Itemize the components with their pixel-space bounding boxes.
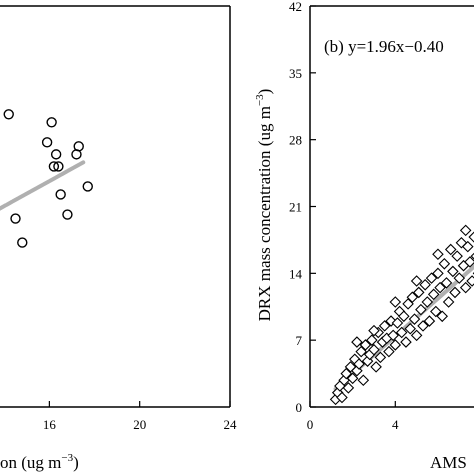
data-point: [387, 329, 399, 342]
data-point: [438, 258, 451, 270]
data-point: [368, 343, 380, 356]
data-point: [3, 109, 14, 120]
data-point: [451, 250, 463, 262]
data-point: [410, 329, 423, 342]
data-point: [357, 374, 370, 387]
data-point: [449, 286, 461, 299]
data-point: [50, 149, 62, 160]
data-point: [412, 286, 425, 299]
y-tick-label: 42: [289, 0, 302, 14]
data-point: [425, 272, 438, 284]
y-tick-label: 14: [289, 266, 303, 281]
data-point: [378, 320, 391, 332]
x-tick-label: 20: [133, 417, 146, 432]
data-point: [73, 141, 84, 152]
data-point: [453, 272, 466, 284]
data-point: [421, 296, 434, 308]
data-point: [459, 281, 472, 294]
data-point: [447, 265, 459, 278]
data-point: [62, 209, 73, 220]
y-tick-label: 28: [289, 133, 302, 148]
data-point: [48, 161, 60, 172]
data-point: [336, 391, 348, 404]
data-point: [408, 313, 421, 325]
data-point: [404, 322, 417, 335]
x-tick-label: 24: [224, 417, 238, 432]
data-point: [395, 326, 408, 339]
data-point: [370, 361, 382, 373]
data-point: [346, 372, 359, 385]
panel-b-y-axis-title: DRX mass concentration (ug m−3): [254, 89, 274, 322]
panel-a-points: [3, 109, 93, 248]
data-point: [351, 336, 363, 348]
data-point: [374, 351, 387, 364]
data-point: [434, 281, 446, 294]
panel-b-equation: (b) y=1.96x−0.40: [324, 37, 444, 56]
data-point: [353, 358, 365, 370]
data-point: [419, 279, 431, 291]
data-point: [432, 267, 444, 280]
data-point: [427, 288, 440, 301]
data-point: [359, 339, 372, 351]
panel-b-x-axis-title: AMS: [430, 453, 467, 472]
data-point: [368, 324, 380, 337]
y-tick-label: 0: [296, 400, 303, 415]
data-point: [402, 298, 414, 310]
data-point: [415, 303, 427, 316]
data-point: [46, 117, 57, 128]
data-point: [423, 315, 436, 327]
data-point: [436, 310, 448, 323]
x-tick-label: 16: [43, 417, 57, 432]
data-point: [383, 345, 395, 358]
data-point: [442, 296, 455, 308]
data-point: [406, 291, 419, 303]
data-point: [53, 161, 64, 172]
data-point: [55, 189, 66, 200]
y-tick-label: 21: [289, 200, 302, 215]
data-point: [342, 382, 355, 394]
data-point: [444, 243, 457, 256]
data-point: [468, 231, 474, 243]
data-point: [355, 345, 367, 358]
data-point: [389, 339, 402, 351]
panel-a: 16 20 24 on (ug m−3): [0, 5, 237, 472]
data-point: [17, 237, 28, 248]
data-point: [466, 275, 474, 287]
panel-b-ticks: 0 4 0 7 14 21 28 35 42: [289, 0, 399, 432]
y-tick-label: 35: [289, 66, 302, 81]
data-point: [340, 367, 353, 380]
x-tick-label: 4: [392, 417, 399, 432]
data-point: [41, 137, 53, 148]
data-point: [470, 252, 474, 260]
data-point: [389, 296, 402, 308]
data-point: [366, 334, 378, 346]
data-point: [430, 305, 442, 318]
data-point: [410, 275, 423, 287]
data-point: [432, 248, 444, 261]
data-point: [459, 224, 472, 237]
data-point: [417, 320, 429, 332]
data-point: [462, 240, 474, 253]
data-point: [400, 336, 412, 348]
data-point: [10, 213, 21, 224]
panel-a-fit-line: [0, 160, 86, 211]
panel-a-ticks: 16 20 24: [43, 401, 237, 432]
data-point: [464, 256, 474, 268]
data-point: [398, 310, 410, 323]
fit-line: [0, 160, 86, 211]
y-tick-label: 7: [296, 333, 303, 348]
x-tick-label: 0: [307, 417, 314, 432]
data-point: [82, 181, 93, 192]
panel-b-points: [329, 224, 474, 406]
data-point: [440, 277, 453, 289]
data-point: [391, 317, 404, 329]
panel-a-x-axis-title: on (ug m−3): [0, 452, 79, 472]
panel-b: 0 4 0 7 14 21 28 35 42 (b) y=1.96x−0.40 AMS DRX …: [254, 0, 474, 472]
